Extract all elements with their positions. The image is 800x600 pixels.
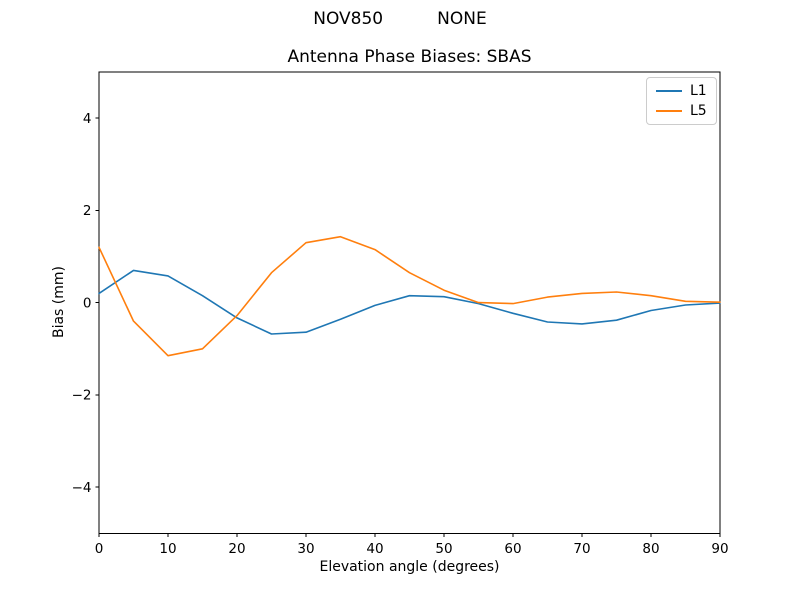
legend-item-l1: L1 xyxy=(656,83,707,99)
figure-suptitle: NOV850 NONE xyxy=(313,9,487,29)
x-tick-label: 90 xyxy=(711,541,728,557)
y-tick-label: 4 xyxy=(83,111,92,127)
chart-title: Antenna Phase Biases: SBAS xyxy=(287,47,532,67)
series-line-l5 xyxy=(98,235,721,357)
legend: L1 L5 xyxy=(646,77,717,125)
series-line-l1 xyxy=(98,269,721,335)
x-axis-label: Elevation angle (degrees) xyxy=(319,559,500,575)
y-tick-label: 0 xyxy=(83,295,92,311)
axes-frame xyxy=(98,71,721,534)
legend-label: L1 xyxy=(690,83,707,99)
x-tick-label: 80 xyxy=(642,541,659,557)
y-tick-label: −2 xyxy=(72,388,92,404)
x-tick-label: 30 xyxy=(297,541,314,557)
x-tick-label: 70 xyxy=(573,541,590,557)
x-tick-label: 50 xyxy=(435,541,452,557)
x-tick-label: 0 xyxy=(95,541,104,557)
legend-line-swatch xyxy=(656,110,682,112)
y-tick-label: −4 xyxy=(72,480,92,496)
x-tick-label: 10 xyxy=(159,541,176,557)
x-tick-label: 40 xyxy=(366,541,383,557)
y-tick-label: 2 xyxy=(83,203,92,219)
x-tick-label: 60 xyxy=(504,541,521,557)
legend-line-swatch xyxy=(656,90,682,92)
legend-item-l5: L5 xyxy=(656,103,707,119)
y-axis-label: Bias (mm) xyxy=(51,265,67,339)
x-tick-label: 20 xyxy=(228,541,245,557)
legend-label: L5 xyxy=(690,103,707,119)
